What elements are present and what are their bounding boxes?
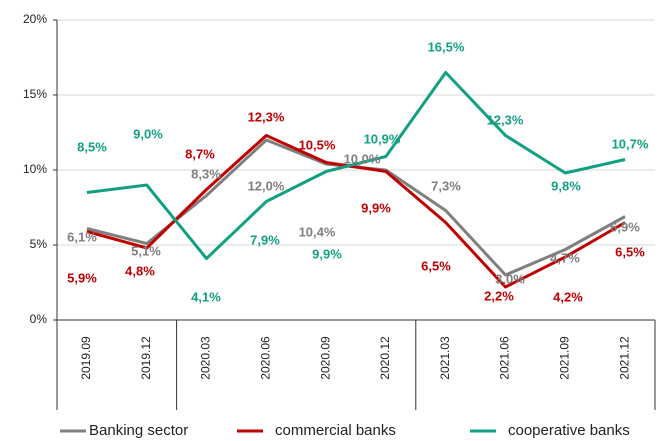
data-label: 4,7% bbox=[550, 250, 580, 265]
data-label: 4,1% bbox=[191, 289, 221, 304]
x-tick-label: 2020.09 bbox=[318, 336, 332, 380]
data-label: 10,5% bbox=[299, 137, 336, 152]
legend-label: commercial banks bbox=[275, 422, 396, 439]
data-label: 12,3% bbox=[487, 112, 524, 127]
series-line bbox=[86, 134, 626, 289]
x-tick-label: 2020.12 bbox=[378, 336, 392, 380]
data-label: 8,5% bbox=[77, 139, 107, 154]
data-label: 2,2% bbox=[484, 288, 514, 303]
data-label: 8,7% bbox=[185, 146, 215, 161]
data-label: 7,9% bbox=[250, 232, 280, 247]
data-label: 10,9% bbox=[364, 131, 401, 146]
x-tick-label: 2019.12 bbox=[139, 336, 153, 380]
legend-label: cooperative banks bbox=[508, 422, 630, 439]
x-tick-label: 2019.09 bbox=[79, 336, 93, 380]
data-label: 10,0% bbox=[344, 151, 381, 166]
data-label: 12,0% bbox=[248, 178, 285, 193]
x-tick-label: 2020.06 bbox=[258, 336, 272, 380]
series-line bbox=[86, 71, 626, 260]
data-label: 9,8% bbox=[551, 178, 581, 193]
data-label: 8,3% bbox=[191, 166, 221, 181]
data-label: 4,8% bbox=[125, 263, 155, 278]
data-label: 4,2% bbox=[553, 289, 583, 304]
y-tick-label: 10% bbox=[23, 162, 47, 176]
data-label: 3,0% bbox=[495, 271, 525, 286]
data-label: 9,0% bbox=[133, 126, 163, 141]
data-label: 9,9% bbox=[312, 246, 342, 261]
x-tick-label: 2021.03 bbox=[438, 336, 452, 380]
x-tick-label: 2021.06 bbox=[498, 336, 512, 380]
data-label: 6,5% bbox=[421, 258, 451, 273]
data-label: 10,7% bbox=[612, 136, 649, 151]
x-tick-label: 2021.09 bbox=[557, 336, 571, 380]
x-tick-label: 2020.03 bbox=[199, 336, 213, 380]
data-label: 9,9% bbox=[361, 200, 391, 215]
data-label: 6,1% bbox=[67, 229, 97, 244]
legend-label: Banking sector bbox=[89, 422, 188, 439]
y-tick-label: 5% bbox=[30, 237, 48, 251]
data-label: 10,4% bbox=[299, 224, 336, 239]
data-label: 6,5% bbox=[615, 244, 645, 259]
data-label: 12,3% bbox=[248, 109, 285, 124]
data-label: 6,9% bbox=[610, 219, 640, 234]
data-label: 16,5% bbox=[428, 39, 465, 54]
y-tick-label: 0% bbox=[30, 312, 48, 326]
data-label: 7,3% bbox=[431, 178, 461, 193]
data-label: 5,1% bbox=[131, 243, 161, 258]
x-tick-label: 2021.12 bbox=[617, 336, 631, 380]
y-tick-label: 15% bbox=[23, 87, 47, 101]
data-label: 5,9% bbox=[67, 270, 97, 285]
plot: 0% 5% 10% 15% 20% 2019.09 2019.12 2020.03 2020.0… bbox=[23, 12, 656, 439]
y-tick-label: 20% bbox=[23, 12, 47, 26]
